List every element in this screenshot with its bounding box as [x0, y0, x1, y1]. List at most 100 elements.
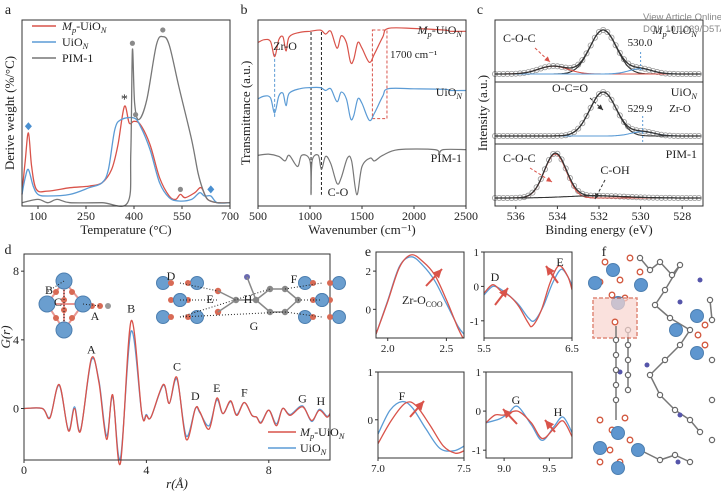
zirconium-atom: [190, 310, 204, 324]
x-tick-label: 2500: [454, 209, 478, 223]
label-part: COO: [426, 300, 443, 309]
subplot-D-E: [484, 265, 572, 328]
series-line-PIM-1: [257, 148, 467, 196]
doi-link[interactable]: DOI: 10.1039/D5TA0: [643, 24, 721, 35]
x-tick-label: 534: [548, 209, 566, 223]
inset-label-e: E: [206, 292, 213, 306]
data-point: [579, 120, 586, 127]
carbon-atom: [661, 356, 669, 364]
watermark[interactable]: View Article Online DOI: 10.1039/D5TA0: [643, 12, 721, 36]
zirconium-atom: [156, 310, 170, 324]
label-part: M: [417, 23, 429, 37]
annotation-c-o-c: C-O-C: [503, 31, 536, 45]
panel-label-c: c: [477, 3, 483, 18]
y-tick-label: 1: [476, 367, 482, 379]
zirconium-atom: [634, 278, 648, 292]
peak-label-G: G: [298, 391, 307, 405]
carbon-atom: [671, 406, 679, 414]
shift-arrow: [545, 265, 559, 284]
label-part: N: [338, 432, 345, 441]
series-line-Mp-UiON: [21, 105, 231, 204]
diamond-marker: [207, 185, 215, 194]
oxygen-atom: [61, 307, 67, 313]
oxygen-atom: [327, 314, 333, 320]
data-point: [612, 104, 619, 111]
bond: [649, 374, 661, 396]
nitrogen-atom: [677, 412, 683, 418]
label-part: PIM-1: [431, 151, 462, 165]
zirconium-atom: [315, 293, 329, 307]
carbon-atom: [636, 254, 644, 262]
carbon-atom: [686, 326, 694, 334]
annotation-c-o-c-pim: C-O-C: [503, 151, 536, 165]
shift-arrow: [502, 408, 518, 425]
x-axis-label-d: r(Å): [166, 476, 188, 491]
bond: [709, 299, 713, 321]
y-tick-label: 0: [368, 415, 374, 427]
oxygen-atom: [694, 331, 702, 339]
view-article-link[interactable]: View Article Online: [643, 12, 721, 23]
carbon-atom: [651, 301, 659, 309]
data-point: [546, 156, 553, 163]
label-part: N: [455, 30, 462, 39]
series-line-UiON: [23, 330, 331, 460]
nitrogen-atom: [644, 362, 650, 368]
series-label-pim1: PIM-1: [431, 151, 462, 165]
data-point: [587, 42, 594, 49]
panel-label-e: e: [365, 245, 371, 260]
y-tick-label: 0: [366, 304, 372, 316]
shift-arrow: [494, 287, 509, 306]
annotation-zr-ocoo: Zr-OCOO: [402, 293, 443, 309]
carbon-atom: [668, 271, 676, 279]
panel-label-b: b: [241, 3, 248, 18]
carbon-atom: [612, 381, 620, 389]
series-line-Mp-UiON: [486, 410, 572, 440]
data-point: [591, 34, 598, 41]
annotation-529-9: 529.9: [628, 103, 653, 115]
plot-frame-d: [23, 253, 331, 461]
oxygen-atom: [636, 268, 644, 276]
inset-cluster-left: [38, 272, 111, 339]
series-line-UiON: [378, 400, 464, 452]
y-axis-label-c: Intensity (a.u.): [475, 75, 490, 151]
subplot-label: PIM-1: [666, 147, 697, 161]
bond: [284, 288, 299, 301]
carbon-atom: [686, 416, 694, 424]
carbon-atom: [612, 336, 620, 344]
x-tick-label: 100: [29, 209, 47, 223]
carbon-atom: [624, 371, 632, 379]
annotation-o-c-o: O-C=O: [552, 81, 588, 95]
peak-label-D: D: [191, 389, 200, 403]
data-point: [620, 118, 627, 125]
peak-label-f: F: [399, 389, 406, 403]
y-tick-label: 8: [13, 264, 19, 278]
plot-frame-e3: [485, 371, 573, 459]
zirconium-atom: [55, 321, 73, 339]
panel-f-structure: [588, 254, 716, 475]
peak-label-h: H: [554, 405, 563, 419]
distance-line: [46, 280, 65, 293]
data-point: [587, 104, 594, 111]
series-label-mp-uion: Mp-UiON: [417, 23, 463, 39]
y-tick-label: 4: [13, 333, 19, 347]
data-point: [579, 57, 586, 64]
carbon-atom: [624, 341, 632, 349]
distance-line: [179, 288, 271, 318]
panel-label-d: d: [5, 243, 12, 258]
x-tick-label: 2.5: [440, 343, 454, 355]
x-tick-label: 7.5: [457, 463, 471, 475]
carbon-atom: [708, 316, 716, 324]
oxygen-atom: [168, 297, 174, 303]
x-tick-label: 4: [143, 463, 149, 477]
label-part: UiO: [300, 441, 321, 455]
label-part: UiO: [62, 35, 83, 49]
annotation-1700: 1700 cm⁻¹: [390, 49, 437, 61]
annotation-arrow: [589, 97, 604, 111]
dot-marker: [129, 40, 135, 46]
oxygen-atom: [626, 436, 634, 444]
annotation-zr-o: Zr-O: [273, 39, 297, 53]
distance-line: [179, 282, 219, 292]
annotation-arrow: [534, 47, 551, 63]
data-point: [583, 113, 590, 120]
